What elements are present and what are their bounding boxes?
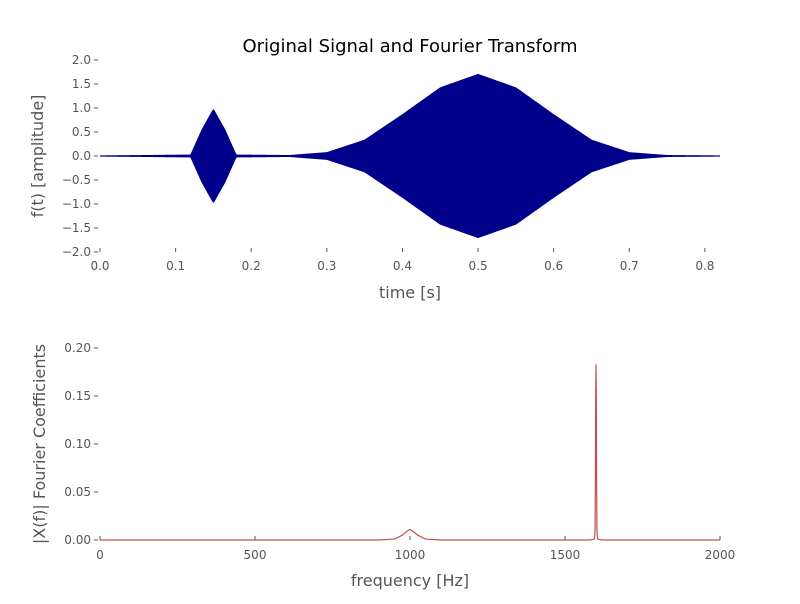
signal-x-tick-label: 0.5 [469, 259, 488, 273]
signal-y-tick-label: −0.5 [62, 173, 91, 187]
signal-plot: 0.0 0.1 0.2 0.3 0.4 0.5 0.6 0.7 0.8 −2.0 −1.5 −1.0 −… [62, 53, 721, 273]
spectrum-x-tick-label: 1500 [550, 548, 581, 562]
signal-y-tick-label: 1.5 [72, 77, 91, 91]
signal-x-tick-label: 0.7 [620, 259, 639, 273]
signal-x-tick-label: 0.3 [317, 259, 336, 273]
spectrum-series [100, 364, 720, 541]
spectrum-y-tick-label: 0.05 [64, 485, 91, 499]
spectrum-x-axis-label: frequency [Hz] [351, 571, 469, 590]
spectrum-x-tick-label: 0 [96, 548, 104, 562]
signal-y-tick-label: −2.0 [62, 245, 91, 259]
signal-x-tick-label: 0.1 [166, 259, 185, 273]
signal-y-tick-label: 2.0 [72, 53, 91, 67]
spectrum-x-tick-label: 2000 [705, 548, 736, 562]
spectrum-y-tick-label: 0.00 [64, 533, 91, 547]
signal-y-tick-label: −1.0 [62, 197, 91, 211]
spectrum-plot: 0 500 1000 1500 2000 0.00 0.05 0.10 0.15 0.20 [64, 341, 735, 562]
spectrum-y-axis-label: |X(f)| Fourier Coefficients [30, 344, 49, 544]
signal-y-tick-label: 1.0 [72, 101, 91, 115]
signal-x-tick-label: 0.0 [90, 259, 109, 273]
spectrum-y-tick-label: 0.20 [64, 341, 91, 355]
signal-x-tick-label: 0.2 [242, 259, 261, 273]
spectrum-x-tick-label: 500 [244, 548, 267, 562]
signal-x-axis-label: time [s] [379, 283, 441, 302]
spectrum-y-tick-label: 0.10 [64, 437, 91, 451]
spectrum-x-tick-label: 1000 [395, 548, 426, 562]
signal-x-tick-label: 0.4 [393, 259, 412, 273]
chart-title: Original Signal and Fourier Transform [242, 36, 577, 57]
signal-y-tick-label: −1.5 [62, 221, 91, 235]
signal-y-tick-label: 0.0 [72, 149, 91, 163]
signal-x-tick-label: 0.6 [544, 259, 563, 273]
signal-y-tick-label: 0.5 [72, 125, 91, 139]
signal-x-tick-label: 0.8 [695, 259, 714, 273]
spectrum-y-tick-label: 0.15 [64, 389, 91, 403]
signal-y-axis-label: f(t) [amplitude] [28, 95, 47, 218]
